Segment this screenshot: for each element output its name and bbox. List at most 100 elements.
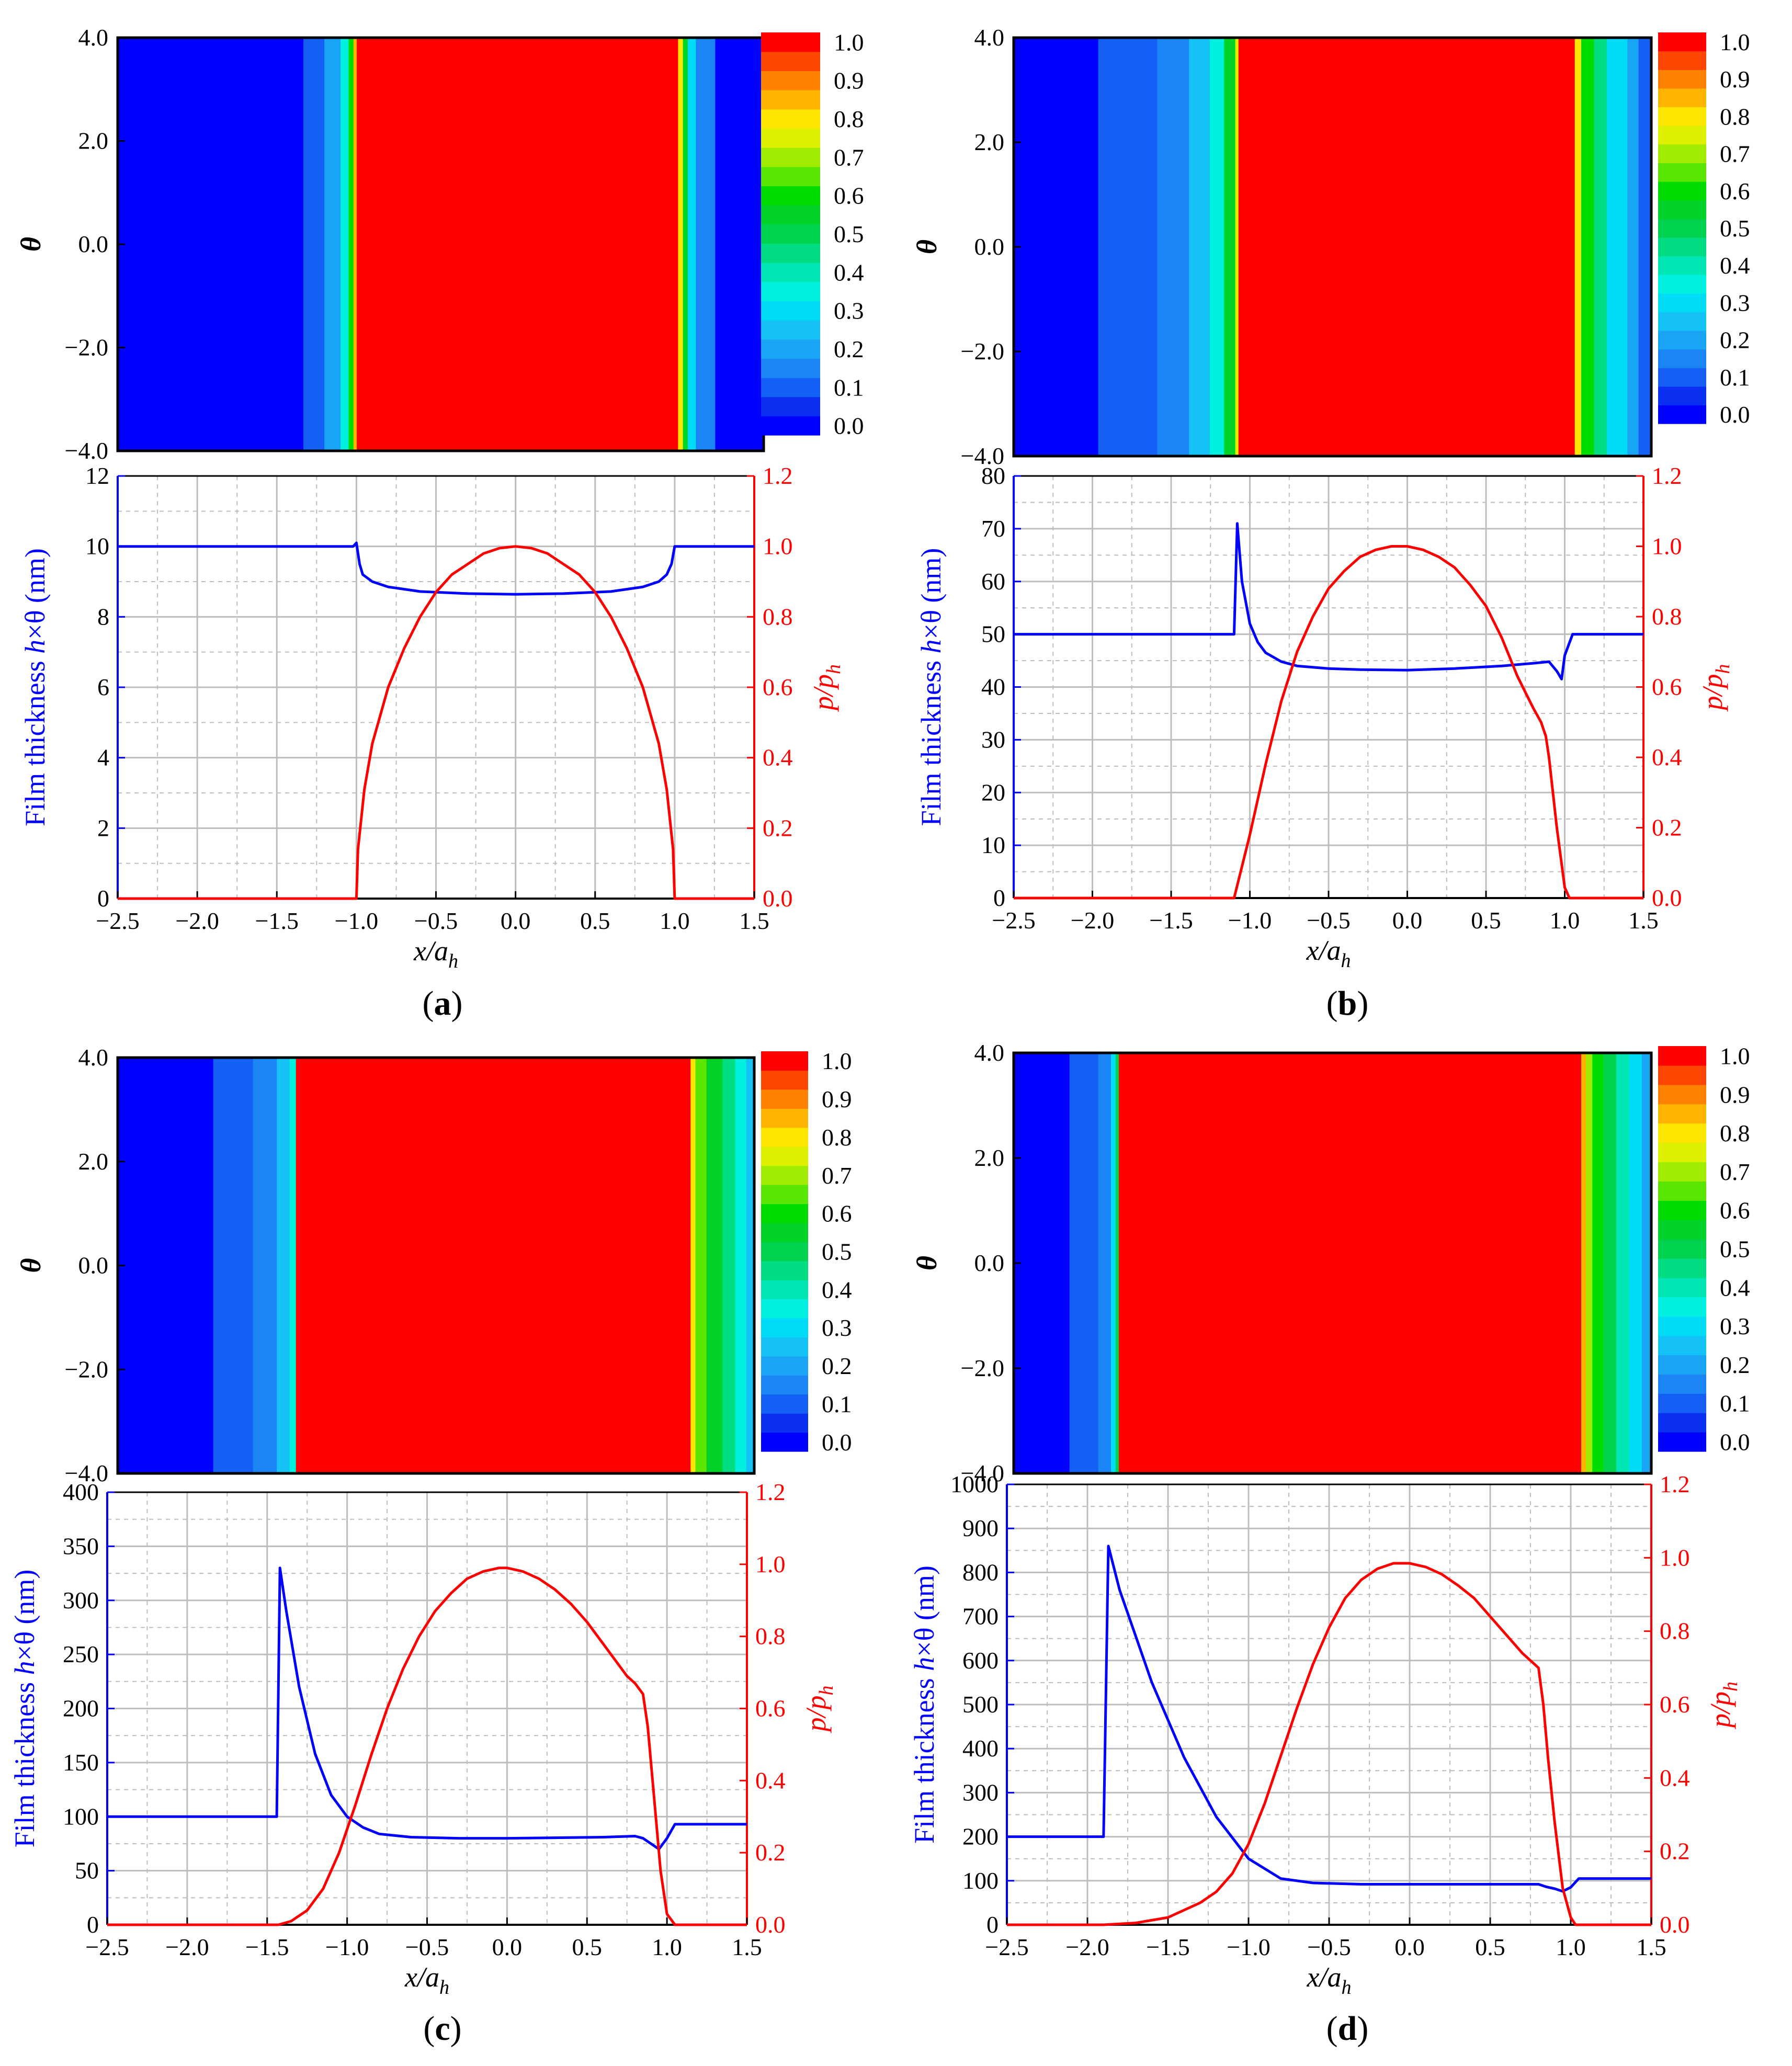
- heatmap-a-band-6: [356, 38, 678, 451]
- colorbar-a-tick-0: 0.0: [834, 413, 864, 439]
- colorbar-c-swatch-5: [761, 1337, 808, 1357]
- panel-label-d-letter: d: [1338, 2010, 1357, 2048]
- heatmap-c-band-4: [289, 1058, 297, 1473]
- heatmap-a-band-5: [353, 38, 357, 451]
- colorbar-b-swatch-19: [1658, 51, 1706, 70]
- line-a-ytick-right-2: 0.4: [763, 744, 793, 771]
- colorbar-b-tick-10: 1.0: [1720, 29, 1750, 55]
- heatmap-d-band-0: [1014, 1053, 1070, 1473]
- heatmap-d-ytick-0: 4.0: [974, 1039, 1005, 1066]
- line-b-xtick-8: 1.5: [1628, 907, 1659, 934]
- heatmap-b-band-4: [1209, 38, 1224, 456]
- heatmap-c-band-2: [253, 1058, 277, 1473]
- heatmap-d-band-10: [1616, 1053, 1629, 1473]
- line-a-ytick-2: 4: [97, 744, 109, 771]
- colorbar-b-swatch-10: [1658, 219, 1706, 238]
- line-b-ylabel: Film thickness h×θ (nm): [915, 548, 947, 826]
- colorbar-c-swatch-17: [761, 1108, 808, 1128]
- colorbar-b-swatch-1: [1658, 386, 1706, 405]
- line-b-xtick-6: 0.5: [1471, 907, 1501, 934]
- line-d-ytick-3: 300: [962, 1779, 999, 1806]
- heatmap-d-band-9: [1603, 1053, 1617, 1473]
- heatmap-d-band-11: [1629, 1053, 1642, 1473]
- colorbar-b-swatch-14: [1658, 144, 1706, 163]
- colorbar-a-swatch-4: [761, 339, 820, 359]
- heatmap-d-ytick-1: 2.0: [974, 1144, 1005, 1171]
- line-d-ylabel-part2: ×θ (nm): [909, 1565, 940, 1657]
- heatmap-b-band-11: [1606, 38, 1628, 456]
- heatmap-a-band-8: [683, 38, 688, 451]
- heatmap-b-band-12: [1627, 38, 1639, 456]
- heatmap-a-band-1: [303, 38, 325, 451]
- colorbar-d: 0.0 0.1 0.2 0.3 0.4 0.5 0.6 0.7 0.8 0.9 1.0: [1658, 1042, 1750, 1456]
- heatmap-d-ytick-2: 0.0: [974, 1250, 1005, 1276]
- heatmap-a-band-4: [348, 38, 354, 451]
- heatmap-b-band-13: [1638, 38, 1652, 456]
- colorbar-c-tick-3: 0.3: [822, 1314, 852, 1341]
- heatmap-a-band-9: [687, 38, 696, 451]
- colorbar-b-swatch-11: [1658, 200, 1706, 219]
- line-b-xlabel: x/ah: [1306, 935, 1351, 972]
- line-c-series-pressure: [107, 1566, 747, 1926]
- line-c-ytick-right-4: 0.8: [755, 1623, 786, 1650]
- colorbar-c-tick-1: 0.1: [822, 1391, 852, 1417]
- colorbar-a-tick-2: 0.2: [834, 336, 864, 362]
- colorbar-b-swatch-16: [1658, 107, 1706, 126]
- colorbar-b-tick-8: 0.8: [1720, 103, 1750, 130]
- line-c-xtick-2: −1.5: [245, 1934, 289, 1960]
- colorbar-a-swatch-17: [761, 90, 820, 110]
- heatmap-b-band-10: [1594, 38, 1607, 456]
- line-b-ylabel-part2: ×θ (nm): [915, 548, 947, 640]
- colorbar-d-swatch-6: [1658, 1316, 1706, 1336]
- colorbar-b-tick-3: 0.3: [1720, 289, 1750, 316]
- colorbar-b-tick-2: 0.2: [1720, 327, 1750, 354]
- heatmap-c-ytick-1: 2.0: [78, 1148, 109, 1175]
- line-c-ytick-1: 50: [75, 1857, 99, 1884]
- line-b-ytick-2: 20: [981, 779, 1005, 805]
- line-c-ylabel-right-sub: h: [815, 1685, 837, 1695]
- heatmap-b-band-7: [1238, 38, 1575, 456]
- colorbar-c-swatch-15: [761, 1146, 808, 1166]
- colorbar-d-swatch-10: [1658, 1239, 1706, 1259]
- line-b-xtick-7: 1.0: [1550, 907, 1580, 934]
- heatmap-d: 4.0 2.0 0.0 −2.0 −4.0 θ: [911, 1039, 1653, 1486]
- line-d-ytick-2: 200: [962, 1823, 999, 1850]
- colorbar-a-swatch-11: [761, 205, 820, 225]
- colorbar-c-swatch-4: [761, 1356, 808, 1376]
- colorbar-b-swatch-20: [1658, 32, 1706, 52]
- line-b-ytick-right-1: 0.2: [1652, 814, 1682, 841]
- colorbar-a-swatch-0: [761, 416, 820, 436]
- colorbar-b-tick-0: 0.0: [1720, 401, 1750, 428]
- heatmap-b-band-5: [1224, 38, 1236, 456]
- colorbar-d-swatch-9: [1658, 1258, 1706, 1278]
- panel-label-c-letter: c: [435, 2010, 450, 2048]
- line-a-xlabel-sub: h: [448, 950, 458, 972]
- heatmap-b-band-1: [1098, 38, 1158, 456]
- colorbar-d-swatch-3: [1658, 1374, 1706, 1394]
- colorbar-d-tick-3: 0.3: [1720, 1313, 1750, 1340]
- heatmap-d-band-3: [1110, 1053, 1116, 1473]
- heatmap-b-band-3: [1189, 38, 1210, 456]
- heatmap-b: 4.0 2.0 0.0 −2.0 −4.0 θ: [911, 24, 1653, 469]
- colorbar-b-swatch-0: [1658, 405, 1706, 424]
- line-a-ytick-right-3: 0.6: [763, 674, 793, 700]
- colorbar-c-swatch-2: [761, 1394, 808, 1414]
- colorbar-c-swatch-11: [761, 1222, 808, 1242]
- colorbar-c-swatch-13: [761, 1185, 808, 1205]
- colorbar-b-swatch-8: [1658, 256, 1706, 275]
- line-a-ytick-4: 8: [97, 603, 109, 630]
- colorbar-c-tick-2: 0.2: [822, 1353, 852, 1379]
- colorbar-d-tick-10: 1.0: [1720, 1042, 1750, 1069]
- colorbar-d-swatch-13: [1658, 1181, 1706, 1201]
- colorbar-c-swatch-18: [761, 1089, 808, 1109]
- line-d-ytick-right-5: 1.0: [1660, 1544, 1690, 1571]
- heatmap-c-ylabel: θ: [15, 1258, 47, 1273]
- colorbar-c-tick-5: 0.5: [822, 1239, 852, 1265]
- line-a-series-pressure: [118, 545, 754, 900]
- panel-label-b-letter: b: [1338, 984, 1357, 1023]
- line-b-xtick-2: −1.5: [1149, 907, 1193, 934]
- colorbar-c-swatch-6: [761, 1318, 808, 1338]
- panel-label-b: (b): [1326, 984, 1369, 1023]
- line-a-ylabel-h: h: [19, 640, 51, 654]
- line-a-ytick-right-0: 0.0: [763, 885, 793, 912]
